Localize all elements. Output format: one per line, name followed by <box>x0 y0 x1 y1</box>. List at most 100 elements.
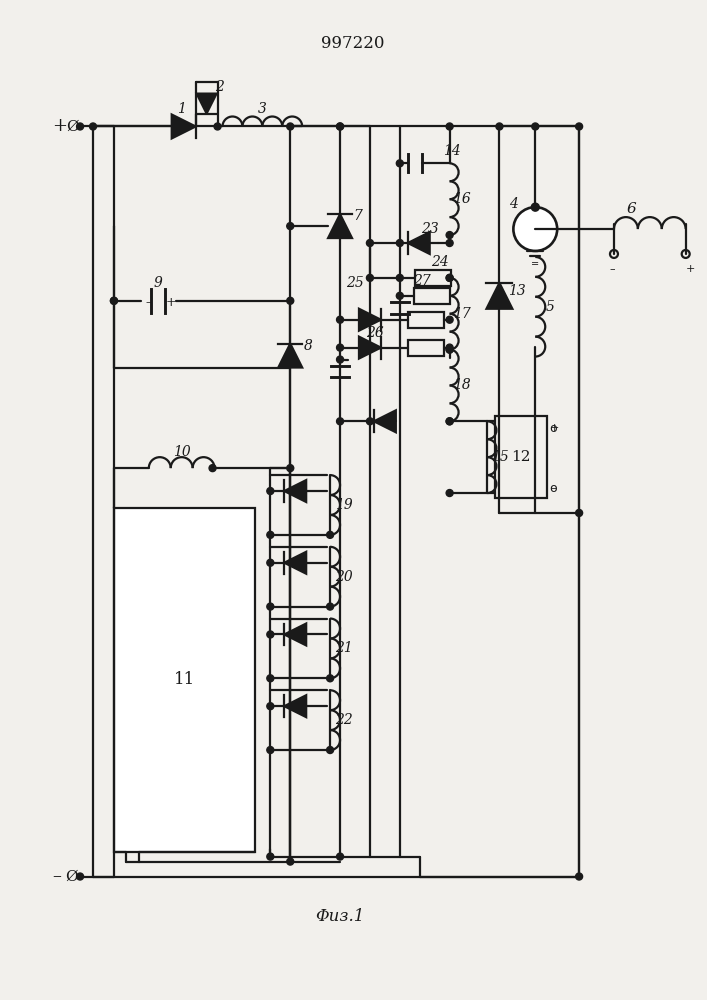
Text: 6: 6 <box>627 202 637 216</box>
Text: –: – <box>146 296 152 309</box>
Bar <box>415 270 450 286</box>
Circle shape <box>110 297 117 304</box>
Circle shape <box>337 123 344 130</box>
Text: +: + <box>686 264 696 274</box>
Circle shape <box>446 418 453 425</box>
Circle shape <box>366 240 373 246</box>
Text: 24: 24 <box>431 255 448 269</box>
Text: 18: 18 <box>452 378 470 392</box>
Bar <box>496 416 547 498</box>
Text: 23: 23 <box>421 222 438 236</box>
Polygon shape <box>359 337 381 359</box>
Polygon shape <box>486 283 513 309</box>
Circle shape <box>366 344 373 351</box>
Text: 5: 5 <box>546 300 555 314</box>
Text: –: – <box>550 483 556 493</box>
Polygon shape <box>374 410 396 432</box>
Bar <box>408 340 444 356</box>
Text: 3: 3 <box>258 102 267 116</box>
Circle shape <box>267 747 274 754</box>
Circle shape <box>446 232 453 239</box>
Circle shape <box>446 490 453 497</box>
Polygon shape <box>284 624 306 645</box>
Circle shape <box>327 603 334 610</box>
Circle shape <box>267 703 274 710</box>
Circle shape <box>366 316 373 323</box>
Polygon shape <box>359 309 381 331</box>
Circle shape <box>267 853 274 860</box>
Circle shape <box>267 631 274 638</box>
Circle shape <box>446 316 453 323</box>
Text: +: + <box>165 296 176 309</box>
Circle shape <box>267 531 274 538</box>
Text: 26: 26 <box>366 326 384 340</box>
Circle shape <box>532 123 539 130</box>
Circle shape <box>446 344 453 351</box>
Circle shape <box>337 123 344 130</box>
Polygon shape <box>284 695 306 717</box>
Circle shape <box>366 418 373 425</box>
Text: 13: 13 <box>508 284 526 298</box>
Circle shape <box>496 123 503 130</box>
Text: 9: 9 <box>153 276 162 290</box>
Text: Ø: Ø <box>66 119 78 133</box>
Circle shape <box>446 240 453 246</box>
Circle shape <box>446 274 453 281</box>
Text: 7: 7 <box>354 209 363 223</box>
Text: 17: 17 <box>452 307 470 321</box>
Circle shape <box>513 207 557 251</box>
Circle shape <box>531 203 539 211</box>
Text: 10: 10 <box>173 445 191 459</box>
Circle shape <box>287 123 293 130</box>
Circle shape <box>327 675 334 682</box>
Text: 27: 27 <box>413 274 431 288</box>
Text: +: + <box>52 117 66 135</box>
Text: 16: 16 <box>452 192 470 206</box>
Text: –: – <box>609 264 615 274</box>
Circle shape <box>337 418 344 425</box>
Text: 2: 2 <box>215 80 224 94</box>
Text: 4: 4 <box>509 197 518 211</box>
Circle shape <box>209 465 216 472</box>
Text: Ø: Ø <box>65 870 78 884</box>
Circle shape <box>287 465 293 472</box>
Circle shape <box>575 509 583 516</box>
Text: 12: 12 <box>512 450 531 464</box>
Circle shape <box>214 123 221 130</box>
Text: 11: 11 <box>174 671 195 688</box>
Bar <box>114 508 255 852</box>
Circle shape <box>337 356 344 363</box>
Text: o: o <box>549 422 557 435</box>
Circle shape <box>366 274 373 281</box>
Text: 20: 20 <box>335 570 353 584</box>
Circle shape <box>287 297 293 304</box>
Circle shape <box>446 346 453 353</box>
Circle shape <box>267 559 274 566</box>
Circle shape <box>446 274 453 281</box>
Circle shape <box>76 123 83 130</box>
Circle shape <box>446 346 453 353</box>
Polygon shape <box>197 94 216 114</box>
Text: 19: 19 <box>335 498 353 512</box>
Bar <box>414 288 450 304</box>
Polygon shape <box>279 344 302 368</box>
Polygon shape <box>172 115 196 138</box>
Text: +: + <box>550 423 560 433</box>
Circle shape <box>110 297 117 304</box>
Polygon shape <box>284 552 306 574</box>
Circle shape <box>397 292 403 299</box>
Circle shape <box>397 274 403 281</box>
Text: 997220: 997220 <box>321 35 385 52</box>
Circle shape <box>267 675 274 682</box>
Text: 21: 21 <box>335 641 353 655</box>
Circle shape <box>76 873 83 880</box>
Circle shape <box>397 160 403 167</box>
Text: =: = <box>531 259 539 269</box>
Circle shape <box>575 123 583 130</box>
Text: Φиз.1: Φиз.1 <box>315 908 365 925</box>
Circle shape <box>337 344 344 351</box>
Circle shape <box>337 316 344 323</box>
Circle shape <box>327 747 334 754</box>
Text: –: – <box>53 868 62 886</box>
Polygon shape <box>284 480 306 502</box>
